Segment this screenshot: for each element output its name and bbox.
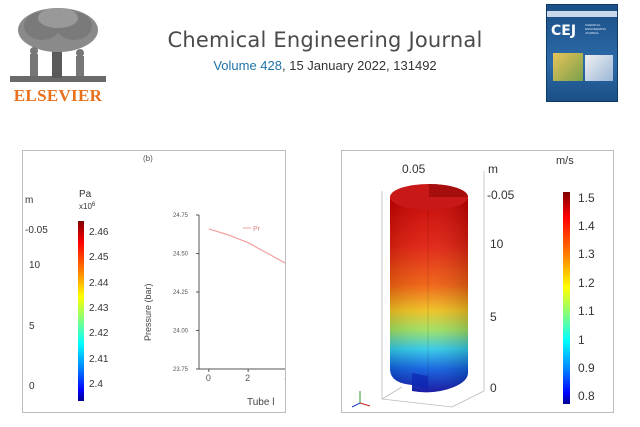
panel-label: (b) [143, 154, 153, 163]
axis-tick: 0 [29, 381, 35, 392]
axis-unit: m [25, 195, 33, 206]
journal-title[interactable]: Chemical Engineering Journal [167, 28, 483, 52]
figure-left-svg: (b) m -0.05 10 5 0 Pa x106 2.46 2.45 2.4… [25, 154, 287, 408]
colorbar-tick: 2.46 [89, 227, 109, 238]
axis-tick: -0.05 [25, 225, 48, 236]
inset-legend-label: Pr [253, 226, 261, 233]
colorbar-tick: 2.41 [89, 354, 109, 365]
journal-cover-thumbnail[interactable]: CEJ CHEMICAL ENGINEERING JOURNAL [546, 4, 618, 102]
publisher-wordmark: ELSEVIER [13, 86, 103, 105]
axis-triad-icon [351, 391, 371, 408]
axis-tick: -0.05 [487, 188, 515, 202]
inset-xtick-label: 0 [206, 373, 211, 383]
journal-issue-line: Volume 428, 15 January 2022, 131492 [110, 58, 540, 73]
colorbar [563, 192, 570, 404]
colorbar-tick: 1 [578, 333, 585, 347]
inset-ytick-label: 24.75 [173, 213, 189, 219]
colorbar-tick: 1.1 [578, 304, 595, 318]
inset-ytick-label: 24.50 [173, 252, 189, 258]
colorbar-tick: 2.4 [89, 379, 103, 390]
colorbar-tick: 1.5 [578, 191, 595, 205]
colorbar-tick: 1.2 [578, 276, 595, 290]
colorbar-tick: 0.9 [578, 361, 595, 375]
volume-link[interactable]: Volume 428 [213, 58, 282, 73]
colorbar [78, 221, 84, 401]
colorbar-title: m/s [556, 155, 574, 167]
cover-image [585, 55, 613, 81]
colorbar-tick: 2.44 [89, 278, 109, 289]
tree-emblem-icon [10, 8, 106, 82]
colorbar-tick: 2.42 [89, 328, 109, 339]
colorbar-tick: 0.8 [578, 389, 595, 403]
colorbar-scale: x106 [79, 202, 96, 211]
axis-tick: 10 [29, 260, 41, 271]
axis-tick: 0.05 [402, 162, 426, 176]
figure-left-panel[interactable]: (b) m -0.05 10 5 0 Pa x106 2.46 2.45 2.4… [22, 150, 286, 413]
cover-image [553, 53, 583, 81]
axis-tick: 5 [490, 310, 497, 324]
axis-tick: 10 [490, 237, 504, 251]
pressure-series-line [208, 228, 285, 264]
elsevier-logo[interactable]: ELSEVIER [8, 6, 108, 106]
inset-ytick-label: 24.25 [173, 290, 189, 296]
figure-right-panel[interactable]: 0.05 m -0.05 10 5 0 [341, 150, 614, 413]
pressure-inset-chart: Pressure (bar) Tube l Pr 24.75 24.50 24.25… [143, 213, 287, 408]
cover-subtitle: CHEMICAL ENGINEERING JOURNAL [585, 23, 607, 35]
colorbar-tick: 2.45 [89, 252, 109, 263]
inset-ytick-label: 23.75 [173, 367, 189, 373]
axis-unit: m [488, 162, 498, 176]
journal-info: Chemical Engineering Journal Volume 428,… [110, 28, 540, 73]
axis-tick: 5 [29, 321, 35, 332]
colorbar-ticks: 2.46 2.45 2.44 2.43 2.42 2.41 2.4 [89, 227, 109, 390]
inset-ylabel: Pressure (bar) [143, 283, 153, 341]
colorbar-title: Pa [79, 189, 92, 200]
inset-ytick-label: 24.00 [173, 329, 189, 335]
inset-xtick-label: 2 [245, 373, 250, 383]
colorbar-tick: 1.3 [578, 247, 595, 261]
cover-abbr: CEJ [551, 23, 577, 39]
colorbar-tick: 2.43 [89, 303, 109, 314]
velocity-cylinder [390, 184, 468, 393]
colorbar-ticks: 1.5 1.4 1.3 1.2 1.1 1 0.9 0.8 [578, 191, 595, 403]
colorbar-tick: 1.4 [578, 219, 595, 233]
figure-right-svg: 0.05 m -0.05 10 5 0 [351, 155, 595, 408]
cover-band [547, 11, 617, 17]
axis-tick: 0 [490, 381, 497, 395]
inset-xtick-label: 4 [285, 373, 287, 383]
inset-xlabel: Tube l [247, 397, 274, 408]
issue-date: , 15 January 2022, 131492 [281, 58, 437, 73]
plot-box-lines [381, 171, 485, 408]
